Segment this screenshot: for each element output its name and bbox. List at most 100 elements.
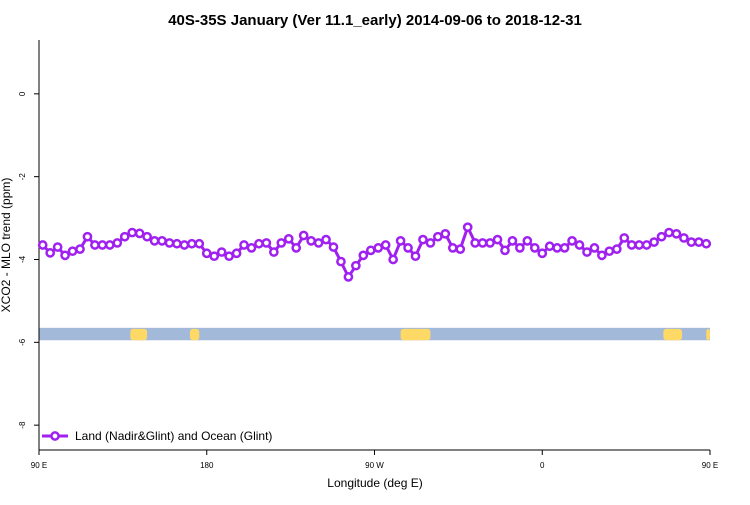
y-tick-label: -4 bbox=[18, 255, 27, 263]
data-point bbox=[328, 242, 339, 252]
y-tick-label: 0 bbox=[18, 91, 27, 96]
data-point bbox=[679, 233, 689, 243]
data-point bbox=[67, 246, 78, 257]
data-point bbox=[611, 244, 622, 254]
data-point bbox=[425, 238, 436, 248]
data-point bbox=[619, 233, 630, 243]
data-point bbox=[403, 243, 413, 253]
data-point bbox=[515, 243, 525, 253]
data-point bbox=[500, 245, 510, 256]
data-point bbox=[604, 246, 615, 257]
data-point bbox=[254, 238, 264, 249]
data-point bbox=[194, 238, 205, 249]
data-point bbox=[656, 231, 667, 242]
x-tick-label: 90 E bbox=[31, 461, 47, 470]
land-patch bbox=[130, 328, 148, 341]
data-point bbox=[127, 227, 138, 238]
plot-area: 0 -2 -4 -6 -8 90 E 180 90 W 0 90 E Land (Nadir&Gli… bbox=[18, 40, 718, 470]
data-point bbox=[485, 238, 495, 248]
land-patch bbox=[706, 328, 710, 341]
data-point bbox=[701, 238, 712, 249]
data-point bbox=[664, 227, 674, 238]
data-point bbox=[291, 243, 302, 253]
data-point bbox=[410, 251, 421, 262]
data-point bbox=[388, 254, 398, 265]
chart-title: 40S-35S January (Ver 11.1_early) 2014-09… bbox=[168, 12, 582, 29]
legend-label: Land (Nadir&Glint) and Ocean (Glint) bbox=[75, 429, 272, 443]
data-point bbox=[351, 260, 361, 271]
x-tick-label: 0 bbox=[540, 461, 545, 470]
data-point bbox=[97, 240, 108, 250]
data-point bbox=[626, 240, 637, 250]
data-point bbox=[686, 237, 697, 247]
data-point bbox=[321, 234, 331, 245]
data-point bbox=[134, 228, 145, 239]
data-point bbox=[537, 248, 548, 259]
data-point bbox=[336, 256, 346, 267]
data-point bbox=[60, 250, 70, 261]
data-point bbox=[52, 242, 63, 252]
data-point bbox=[186, 238, 197, 249]
data-point bbox=[112, 238, 123, 248]
data-point bbox=[45, 248, 56, 258]
data-point bbox=[477, 238, 488, 248]
data-point bbox=[149, 236, 160, 246]
data-point bbox=[179, 240, 190, 250]
data-point bbox=[306, 236, 316, 246]
data-point bbox=[544, 241, 555, 252]
data-point bbox=[492, 234, 503, 245]
data-point bbox=[597, 250, 607, 261]
x-tick-label: 90 W bbox=[365, 461, 384, 470]
y-tick-label: -8 bbox=[18, 421, 27, 429]
data-point bbox=[172, 238, 182, 249]
data-point bbox=[671, 228, 682, 239]
data-point bbox=[365, 245, 376, 256]
data-point bbox=[574, 240, 585, 250]
data-point bbox=[298, 230, 309, 241]
data-point bbox=[313, 238, 324, 248]
data-point bbox=[559, 243, 570, 253]
data-point bbox=[447, 243, 458, 253]
data-point bbox=[507, 236, 518, 246]
data-point bbox=[634, 240, 645, 250]
land-patch bbox=[400, 328, 431, 341]
data-point bbox=[582, 247, 592, 257]
data-point bbox=[395, 236, 406, 246]
data-point bbox=[380, 240, 391, 250]
data-point bbox=[462, 222, 473, 233]
x-tick-label: 180 bbox=[200, 461, 214, 470]
data-point bbox=[82, 231, 93, 242]
data-point bbox=[641, 240, 652, 250]
data-point bbox=[455, 244, 466, 254]
data-point bbox=[216, 247, 227, 257]
y-axis-label: XCO2 - MLO trend (ppm) bbox=[0, 178, 13, 313]
x-tick-label: 90 E bbox=[702, 461, 718, 470]
data-point bbox=[90, 240, 100, 250]
y-tick-label: -6 bbox=[18, 338, 27, 346]
y-tick-label: -2 bbox=[18, 173, 27, 181]
data-point bbox=[693, 237, 704, 247]
data-point bbox=[567, 236, 577, 246]
data-point bbox=[343, 272, 354, 282]
data-point bbox=[440, 228, 451, 239]
data-point bbox=[373, 243, 384, 253]
data-point bbox=[164, 238, 175, 248]
data-point bbox=[209, 251, 220, 262]
data-point bbox=[470, 238, 480, 248]
data-point bbox=[157, 236, 167, 246]
data-point bbox=[552, 243, 563, 253]
data-point bbox=[418, 234, 428, 245]
land-patch bbox=[663, 328, 683, 341]
data-point bbox=[119, 231, 130, 242]
data-point bbox=[276, 238, 287, 248]
legend: Land (Nadir&Glint) and Ocean (Glint) bbox=[42, 429, 272, 443]
data-point bbox=[358, 250, 369, 261]
x-axis-label: Longitude (deg E) bbox=[327, 476, 422, 490]
data-point bbox=[239, 240, 249, 250]
data-point bbox=[231, 248, 242, 259]
data-point bbox=[522, 236, 533, 246]
data-point bbox=[37, 240, 48, 250]
data-point bbox=[104, 240, 115, 250]
legend-marker bbox=[50, 431, 60, 441]
